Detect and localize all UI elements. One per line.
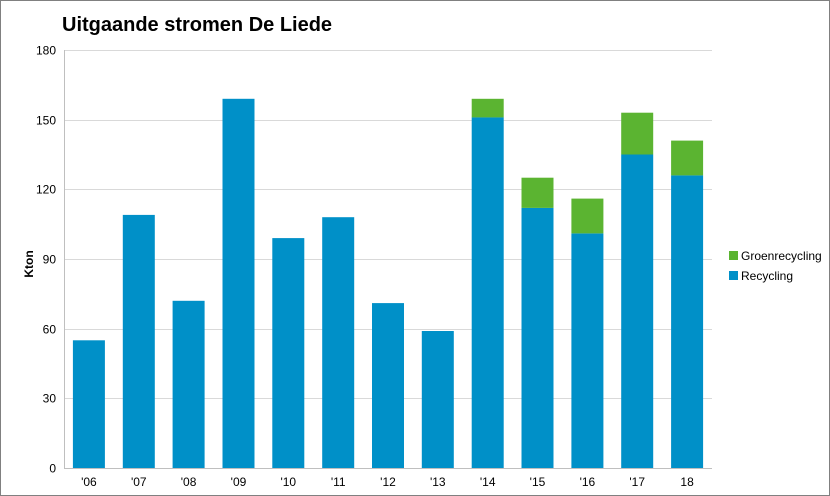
x-tick-label: '14 [480, 475, 496, 489]
bar-recycling [222, 98, 255, 469]
bar-recycling [571, 233, 604, 468]
bar-groenrecycling [671, 140, 704, 176]
x-tick-label: '12 [380, 475, 396, 489]
x-tick-label: '15 [530, 475, 546, 489]
x-tick-label: '08 [181, 475, 197, 489]
bar-groenrecycling [621, 112, 654, 155]
y-axis-label: Kton [22, 250, 36, 277]
bar-recycling [521, 207, 554, 468]
x-tick-label: '16 [580, 475, 596, 489]
bar-groenrecycling [571, 198, 604, 234]
y-tick-label: 60 [43, 323, 57, 337]
bar-recycling [122, 214, 155, 468]
x-tick-label: '17 [629, 475, 645, 489]
x-tick-label: '07 [131, 475, 147, 489]
bar-recycling [471, 117, 504, 469]
y-tick-label: 0 [49, 462, 56, 476]
x-axis-ticks: '06 '07 '08 '09 '10 '11 '12 '13 '14 '15 '16 '17 18 [81, 475, 694, 489]
x-tick-label: '09 [231, 475, 247, 489]
legend-swatch [729, 271, 738, 280]
bar-recycling [72, 340, 105, 468]
bar-recycling [272, 238, 305, 468]
bar-recycling [372, 303, 404, 468]
y-tick-label: 90 [43, 253, 57, 267]
gridlines [64, 50, 712, 469]
x-tick-label: '11 [331, 475, 346, 489]
bar-recycling [322, 217, 355, 468]
legend: Groenrecycling Recycling [729, 249, 822, 283]
bar-recycling [671, 175, 704, 468]
bars [72, 98, 704, 469]
y-tick-label: 180 [36, 44, 56, 58]
bar-groenrecycling [471, 98, 504, 118]
y-tick-label: 150 [36, 114, 56, 128]
legend-label: Recycling [741, 269, 793, 283]
y-tick-label: 30 [43, 392, 57, 406]
x-tick-label: '10 [280, 475, 296, 489]
bar-recycling [621, 154, 654, 468]
bar-recycling [421, 331, 454, 468]
x-tick-label: '13 [430, 475, 446, 489]
chart-title: Uitgaande stromen De Liede [62, 14, 332, 36]
bar-recycling [172, 300, 205, 468]
y-tick-label: 120 [36, 183, 56, 197]
legend-swatch [729, 251, 738, 260]
x-tick-label: '06 [81, 475, 97, 489]
y-axis-ticks: 0 30 60 90 120 150 180 [36, 44, 56, 476]
legend-label: Groenrecycling [741, 249, 822, 263]
x-tick-label: 18 [680, 475, 694, 489]
bar-groenrecycling [521, 177, 554, 208]
